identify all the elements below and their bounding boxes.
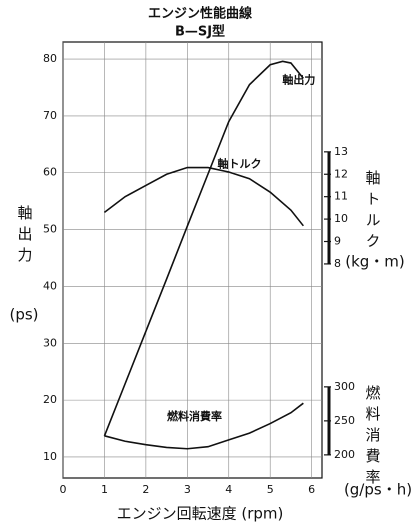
chart-subtitle: B—SJ型 [175, 24, 225, 40]
y2-tick-label: 9 [334, 235, 341, 248]
y-tick-label: 80 [43, 52, 57, 65]
x-tick-label: 5 [267, 483, 274, 496]
series-label: 軸出力 [282, 72, 315, 86]
x-tick-label: 1 [101, 483, 108, 496]
y2-tick-label: 10 [334, 212, 348, 225]
data-line [103, 166, 304, 227]
y3-axis-unit: (g/ps・h) [344, 481, 412, 499]
y-tick-label: 10 [43, 450, 57, 463]
y-tick-label: 50 [43, 223, 57, 236]
y-tick-label: 70 [43, 109, 57, 122]
y3-tick-label: 250 [334, 414, 355, 427]
y-tick-label: 20 [43, 393, 57, 406]
y3-tick-label: 200 [334, 448, 355, 461]
data-line [104, 402, 304, 450]
y-tick-label: 40 [43, 279, 57, 292]
x-tick-label: 0 [60, 483, 67, 496]
series-label: 軸トルク [217, 157, 261, 171]
chart-title: エンジン性能曲線 [148, 6, 253, 22]
y-axis-label: 軸出力 [16, 205, 34, 268]
y-axis-unit: (ps) [9, 306, 38, 324]
y2-tick-label: 12 [334, 167, 348, 180]
y2-tick-label: 11 [334, 190, 348, 203]
y-tick-label: 60 [43, 166, 57, 179]
y3-axis-label: 燃料消費率 [364, 384, 382, 490]
data-line [103, 60, 304, 437]
series-label: 燃料消費率 [166, 409, 222, 423]
x-axis-label: エンジン回転速度 (rpm) [117, 505, 284, 523]
y2-axis-unit: (kg・m) [345, 253, 405, 271]
y2-axis-label: 軸トルク [364, 170, 382, 254]
x-tick-label: 3 [184, 483, 191, 496]
y-tick-label: 30 [43, 336, 57, 349]
x-tick-label: 6 [308, 483, 315, 496]
x-tick-label: 4 [225, 483, 232, 496]
x-tick-label: 2 [142, 483, 149, 496]
y2-tick-label: 13 [334, 145, 348, 158]
y3-tick-label: 300 [334, 380, 355, 393]
y2-tick-label: 8 [334, 257, 341, 270]
